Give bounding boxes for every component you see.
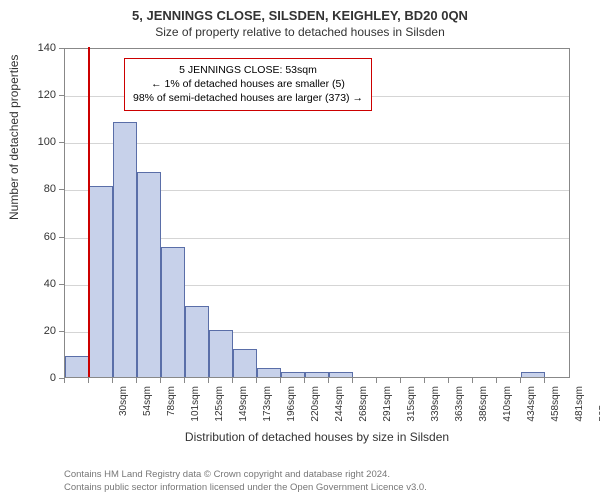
x-tick-mark bbox=[256, 378, 257, 383]
x-tick-mark bbox=[64, 378, 65, 383]
callout-line-1: 5 JENNINGS CLOSE: 53sqm bbox=[133, 63, 363, 77]
title-block: 5, JENNINGS CLOSE, SILSDEN, KEIGHLEY, BD… bbox=[0, 0, 600, 39]
x-tick-mark bbox=[208, 378, 209, 383]
x-tick-mark bbox=[88, 378, 89, 383]
histogram-bar bbox=[521, 372, 545, 377]
x-tick-label: 434sqm bbox=[526, 386, 537, 436]
x-tick-mark bbox=[472, 378, 473, 383]
x-tick-label: 149sqm bbox=[238, 386, 249, 436]
y-tick-label: 100 bbox=[30, 136, 56, 148]
x-tick-mark bbox=[112, 378, 113, 383]
x-tick-label: 173sqm bbox=[262, 386, 273, 436]
footer-credit: Contains HM Land Registry data © Crown c… bbox=[64, 469, 427, 494]
y-tick-mark bbox=[59, 237, 64, 238]
x-tick-label: 101sqm bbox=[190, 386, 201, 436]
histogram-bar bbox=[113, 122, 137, 377]
x-tick-mark bbox=[496, 378, 497, 383]
x-tick-label: 481sqm bbox=[574, 386, 585, 436]
histogram-bar bbox=[305, 372, 329, 377]
callout-line-2: ← 1% of detached houses are smaller (5) bbox=[133, 77, 363, 91]
x-tick-label: 125sqm bbox=[214, 386, 225, 436]
x-tick-label: 30sqm bbox=[118, 386, 129, 436]
y-tick-label: 40 bbox=[30, 278, 56, 290]
x-tick-mark bbox=[160, 378, 161, 383]
page-subtitle: Size of property relative to detached ho… bbox=[0, 25, 600, 39]
footer-line-2: Contains public sector information licen… bbox=[64, 482, 427, 494]
histogram-bar bbox=[209, 330, 233, 377]
x-tick-label: 410sqm bbox=[502, 386, 513, 436]
y-tick-mark bbox=[59, 331, 64, 332]
histogram-bar bbox=[89, 186, 113, 377]
x-tick-mark bbox=[544, 378, 545, 383]
callout-box: 5 JENNINGS CLOSE: 53sqm ← 1% of detached… bbox=[124, 58, 372, 111]
x-tick-mark bbox=[328, 378, 329, 383]
x-tick-label: 458sqm bbox=[550, 386, 561, 436]
y-tick-mark bbox=[59, 189, 64, 190]
y-tick-label: 60 bbox=[30, 231, 56, 243]
histogram-bar bbox=[137, 172, 161, 377]
x-tick-mark bbox=[448, 378, 449, 383]
histogram-bar bbox=[257, 368, 281, 377]
histogram-bar bbox=[281, 372, 305, 377]
property-marker-line bbox=[88, 47, 90, 377]
x-tick-mark bbox=[352, 378, 353, 383]
x-tick-mark bbox=[280, 378, 281, 383]
x-tick-label: 196sqm bbox=[286, 386, 297, 436]
x-tick-label: 291sqm bbox=[382, 386, 393, 436]
x-tick-label: 78sqm bbox=[166, 386, 177, 436]
y-tick-label: 20 bbox=[30, 325, 56, 337]
x-tick-label: 386sqm bbox=[478, 386, 489, 436]
gridline bbox=[65, 143, 569, 144]
histogram-bar bbox=[65, 356, 89, 377]
footer-line-1: Contains HM Land Registry data © Crown c… bbox=[64, 469, 427, 481]
x-tick-mark bbox=[520, 378, 521, 383]
y-tick-label: 80 bbox=[30, 183, 56, 195]
histogram-bar bbox=[329, 372, 353, 377]
x-tick-label: 54sqm bbox=[142, 386, 153, 436]
y-axis-title: Number of detached properties bbox=[7, 204, 21, 220]
x-tick-label: 339sqm bbox=[430, 386, 441, 436]
y-tick-mark bbox=[59, 48, 64, 49]
x-tick-label: 268sqm bbox=[358, 386, 369, 436]
histogram-bar bbox=[233, 349, 257, 377]
y-tick-label: 120 bbox=[30, 89, 56, 101]
callout-line-3: 98% of semi-detached houses are larger (… bbox=[133, 91, 363, 105]
x-tick-label: 220sqm bbox=[310, 386, 321, 436]
y-tick-mark bbox=[59, 142, 64, 143]
page-title: 5, JENNINGS CLOSE, SILSDEN, KEIGHLEY, BD… bbox=[0, 8, 600, 23]
y-tick-mark bbox=[59, 95, 64, 96]
x-tick-mark bbox=[232, 378, 233, 383]
x-tick-mark bbox=[424, 378, 425, 383]
x-tick-label: 315sqm bbox=[406, 386, 417, 436]
x-tick-mark bbox=[136, 378, 137, 383]
y-tick-label: 0 bbox=[30, 372, 56, 384]
x-tick-mark bbox=[304, 378, 305, 383]
y-tick-label: 140 bbox=[30, 42, 56, 54]
x-tick-label: 244sqm bbox=[334, 386, 345, 436]
y-tick-mark bbox=[59, 284, 64, 285]
x-tick-mark bbox=[376, 378, 377, 383]
x-tick-mark bbox=[184, 378, 185, 383]
histogram-bar bbox=[161, 247, 185, 377]
x-tick-mark bbox=[400, 378, 401, 383]
histogram-bar bbox=[185, 306, 209, 377]
x-tick-label: 363sqm bbox=[454, 386, 465, 436]
